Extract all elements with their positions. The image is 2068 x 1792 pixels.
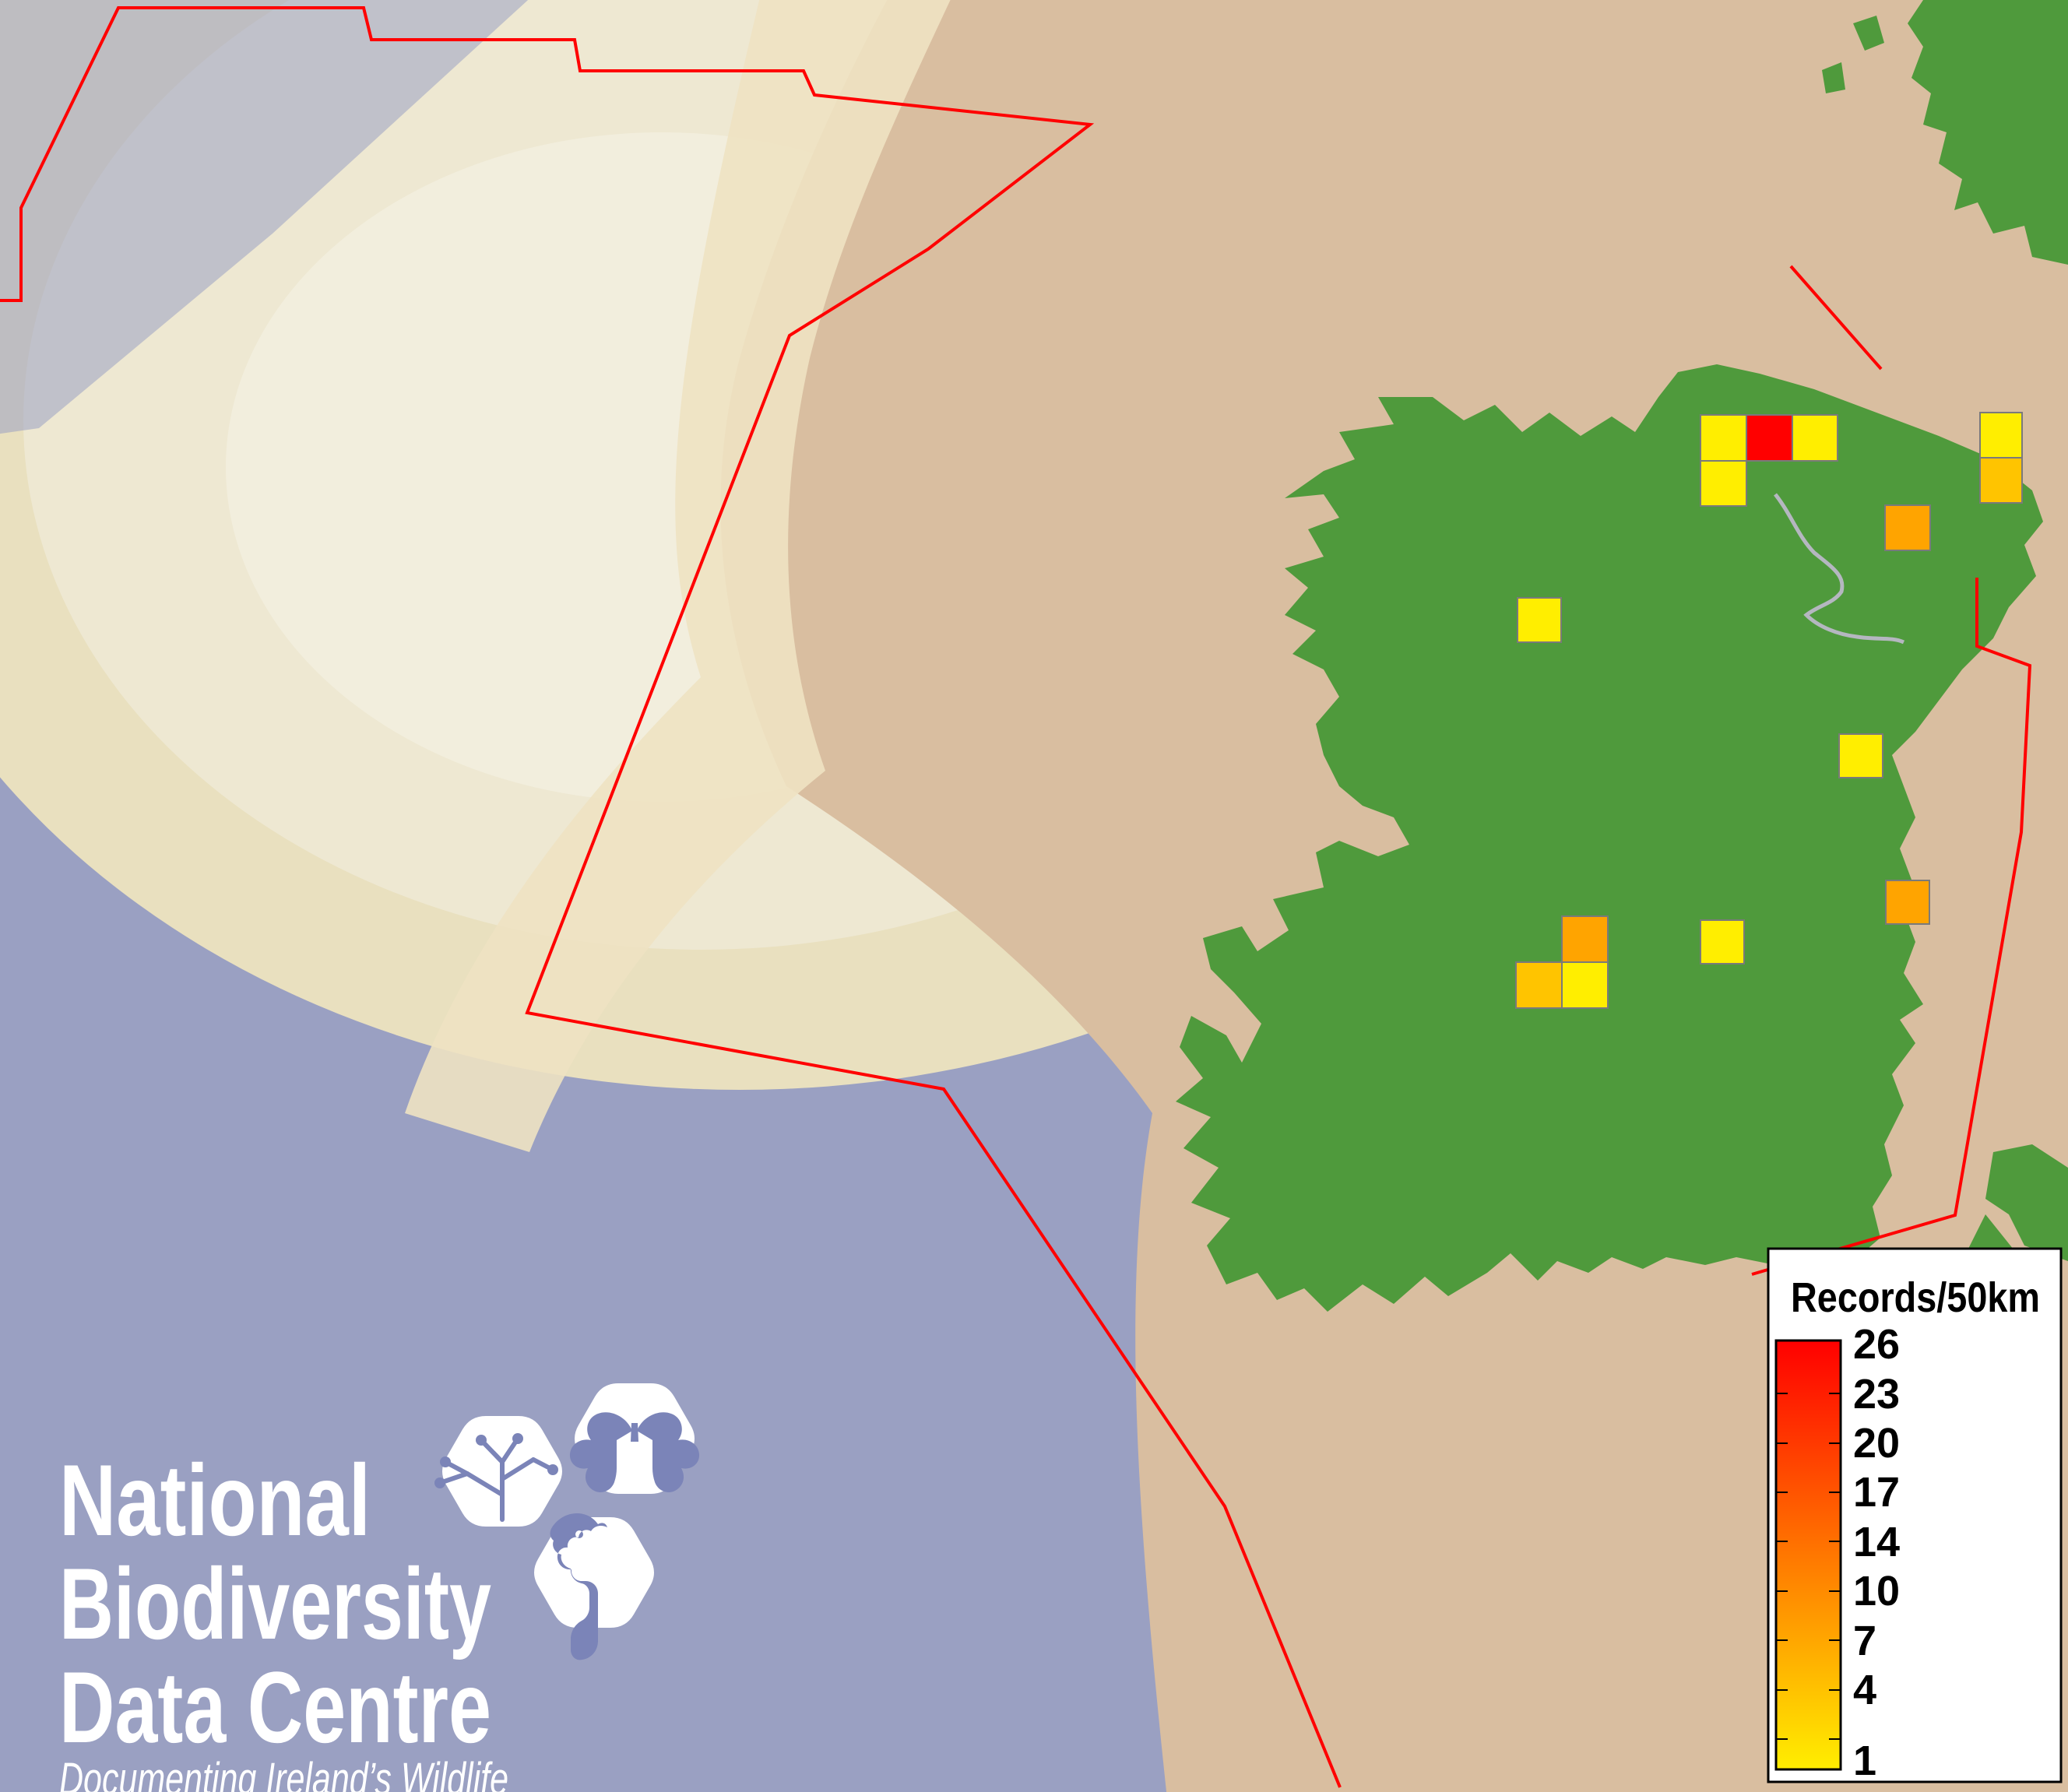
svg-text:Records/50km: Records/50km	[1791, 1274, 2040, 1321]
svg-text:17: 17	[1853, 1469, 1900, 1516]
svg-text:10: 10	[1853, 1568, 1900, 1615]
svg-text:14: 14	[1853, 1519, 1900, 1565]
svg-text:1: 1	[1853, 1738, 1876, 1784]
svg-text:7: 7	[1853, 1618, 1876, 1664]
svg-text:Documenting Ireland’s Wildlife: Documenting Ireland’s Wildlife	[59, 1754, 508, 1792]
svg-text:20: 20	[1853, 1420, 1900, 1467]
svg-text:26: 26	[1853, 1321, 1900, 1368]
svg-text:23: 23	[1853, 1371, 1900, 1418]
svg-text:Data Centre: Data Centre	[59, 1650, 491, 1764]
svg-text:National: National	[59, 1443, 371, 1557]
svg-text:Biodiversity: Biodiversity	[59, 1547, 491, 1660]
svg-text:4: 4	[1853, 1667, 1876, 1713]
